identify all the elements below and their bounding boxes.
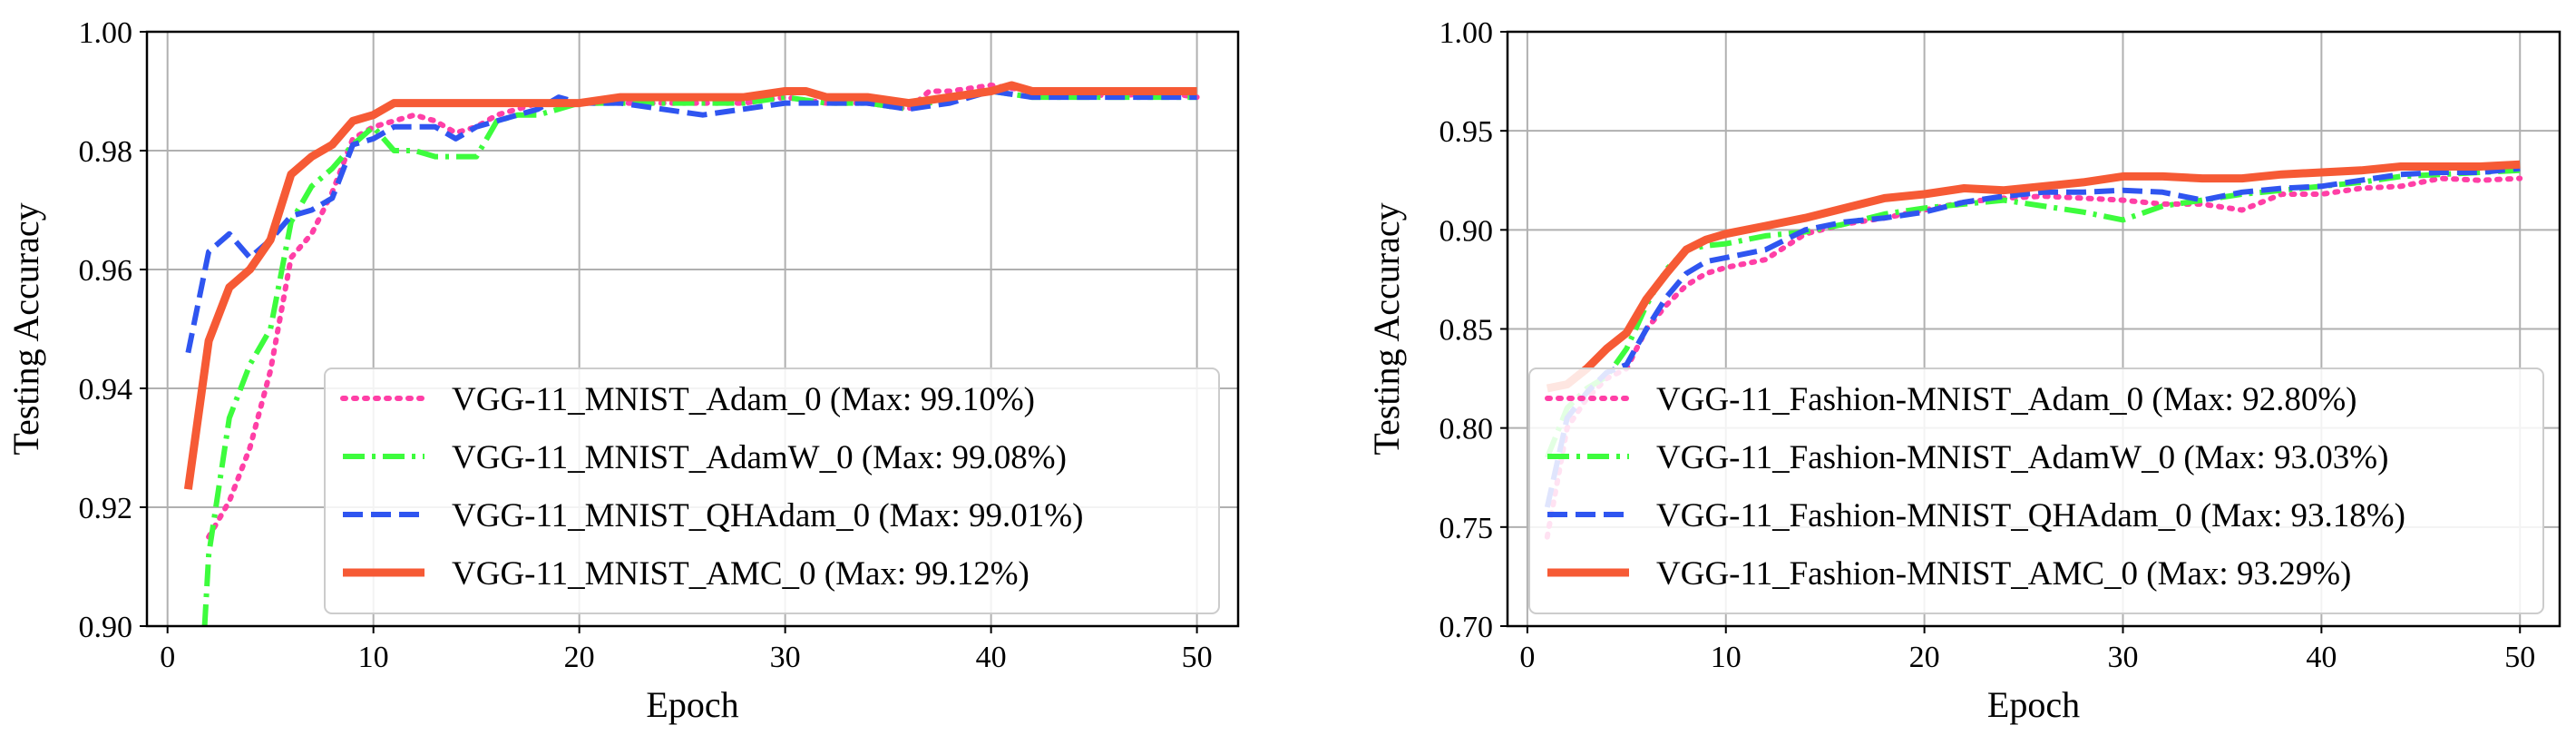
- chart-panel-1: 0 10 20 30 40 50 0.90 0.92 0.94 0.96 0.98 1.00 Epoch…: [5, 16, 1240, 725]
- x-tick-label: 20: [1909, 641, 1940, 674]
- series-line-dashed-3: [185, 88, 1197, 354]
- x-tick-label: 10: [358, 641, 389, 674]
- y-tick-label: 0.98: [79, 135, 133, 169]
- legend-label-2: VGG-11_Fashion-MNIST_AdamW_0 (Max: 93.03…: [1656, 439, 2388, 476]
- x-tick-label: 50: [1182, 641, 1213, 674]
- y-tick-label: 1.00: [79, 16, 133, 50]
- legend-label-4: VGG-11_Fashion-MNIST_AMC_0 (Max: 93.29%): [1656, 555, 2351, 593]
- chart-panel-2: 0 10 20 30 40 50 0.70 0.75 0.80 0.85 0.90 0.95 1.00 E…: [1366, 16, 2561, 725]
- series-line-solid-4: [183, 81, 1197, 490]
- legend-label-1: VGG-11_Fashion-MNIST_Adam_0 (Max: 92.80%…: [1656, 381, 2356, 418]
- x-tick-label: 50: [2504, 641, 2535, 674]
- series-line-dashed-3: [1544, 165, 2521, 508]
- y-tick-label: 0.95: [1439, 115, 1494, 149]
- x-tick-label: 40: [976, 641, 1007, 674]
- x-tick-label: 30: [2107, 641, 2138, 674]
- legend-label-3: VGG-11_MNIST_QHAdam_0 (Max: 99.01%): [452, 497, 1083, 534]
- x-axis-label: Epoch: [646, 684, 738, 725]
- legend-label-4: VGG-11_MNIST_AMC_0 (Max: 99.12%): [452, 555, 1029, 593]
- legend-box: [324, 368, 1220, 614]
- y-tick-label: 0.94: [79, 373, 133, 407]
- x-tick-label: 0: [1519, 641, 1535, 674]
- y-tick-label: 0.85: [1439, 314, 1494, 348]
- y-tick-label: 0.92: [79, 492, 133, 525]
- x-tick-label: 0: [160, 641, 175, 674]
- x-tick-label: 40: [2306, 641, 2337, 674]
- y-tick-label: 1.00: [1439, 16, 1494, 50]
- y-tick-label: 0.75: [1439, 512, 1494, 545]
- y-tick-label: 0.70: [1439, 611, 1494, 644]
- x-tick-label: 10: [1711, 641, 1742, 674]
- y-tick-label: 0.90: [1439, 214, 1494, 248]
- legend-label-3: VGG-11_Fashion-MNIST_QHAdam_0 (Max: 93.1…: [1656, 497, 2405, 534]
- legend-box: [1528, 368, 2544, 614]
- y-tick-label: 0.96: [79, 254, 133, 288]
- series-line-solid-4: [1546, 160, 2521, 393]
- legend-label-2: VGG-11_MNIST_AdamW_0 (Max: 99.08%): [452, 439, 1067, 476]
- y-tick-label: 0.90: [79, 611, 133, 644]
- legend: VGG-11_MNIST_Adam_0 (Max: 99.10%) VGG-11_…: [324, 368, 1220, 614]
- legend: VGG-11_Fashion-MNIST_Adam_0 (Max: 92.80%…: [1528, 368, 2544, 614]
- legend-label-1: VGG-11_MNIST_Adam_0 (Max: 99.10%): [452, 381, 1035, 418]
- x-axis-label: Epoch: [1987, 684, 2080, 725]
- x-tick-label: 30: [770, 641, 801, 674]
- y-tick-label: 0.80: [1439, 413, 1494, 446]
- y-axis-label: Testing Accuracy: [1366, 202, 1407, 455]
- x-tick-label: 20: [564, 641, 595, 674]
- y-axis-label: Testing Accuracy: [5, 202, 46, 455]
- axes-frame: [145, 30, 1240, 628]
